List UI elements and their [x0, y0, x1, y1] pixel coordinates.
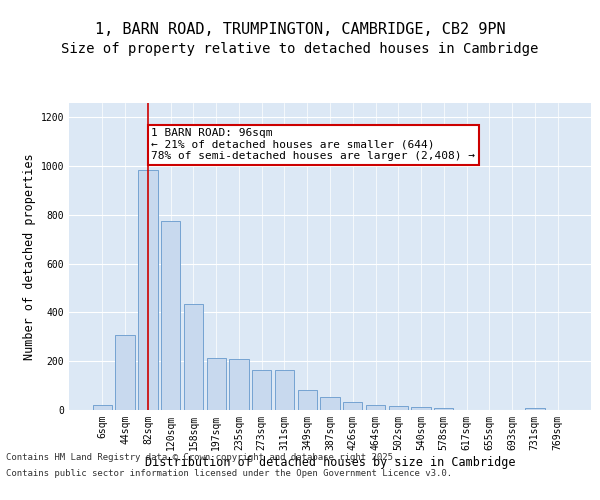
Bar [434, 408, 454, 410]
Text: 1, BARN ROAD, TRUMPINGTON, CAMBRIDGE, CB2 9PN: 1, BARN ROAD, TRUMPINGTON, CAMBRIDGE, CB… [95, 22, 505, 38]
Bar [115, 335, 135, 410]
Text: Size of property relative to detached houses in Cambridge: Size of property relative to detached ho… [61, 42, 539, 56]
Bar [412, 407, 431, 410]
Bar [275, 370, 294, 410]
Bar [93, 404, 112, 410]
Text: Contains public sector information licensed under the Open Government Licence v3: Contains public sector information licen… [6, 468, 452, 477]
Bar [252, 370, 271, 410]
Text: 1 BARN ROAD: 96sqm
← 21% of detached houses are smaller (644)
78% of semi-detach: 1 BARN ROAD: 96sqm ← 21% of detached hou… [151, 128, 475, 162]
Bar [343, 402, 362, 410]
Bar [161, 221, 181, 410]
Bar [320, 396, 340, 410]
Bar [206, 358, 226, 410]
Bar [138, 170, 158, 410]
Bar [298, 390, 317, 410]
Bar [366, 405, 385, 410]
Y-axis label: Number of detached properties: Number of detached properties [23, 153, 37, 360]
Bar [389, 406, 408, 410]
Bar [525, 408, 545, 410]
Text: Contains HM Land Registry data © Crown copyright and database right 2025.: Contains HM Land Registry data © Crown c… [6, 454, 398, 462]
Bar [184, 304, 203, 410]
X-axis label: Distribution of detached houses by size in Cambridge: Distribution of detached houses by size … [145, 456, 515, 468]
Bar [229, 359, 248, 410]
